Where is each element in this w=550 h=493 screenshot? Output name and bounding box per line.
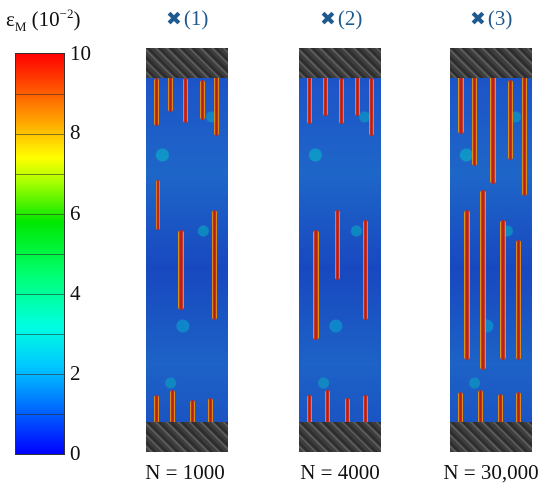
specimen-grip-bottom <box>299 422 381 452</box>
strain-band <box>325 390 330 432</box>
strain-field <box>299 60 381 440</box>
cycle-count-label-3: N = 30,000 <box>443 460 539 484</box>
strain-band <box>516 392 521 432</box>
strain-band <box>478 390 483 432</box>
strain-band <box>323 74 328 116</box>
strain-band <box>154 78 159 126</box>
colorbar-tick-label: 4 <box>70 281 81 305</box>
strain-band <box>178 230 184 310</box>
strain-band <box>480 190 486 370</box>
specimen-marker-label: (3) <box>487 6 513 30</box>
specimen-image-1 <box>146 48 228 452</box>
colorbar-gridline <box>16 94 64 95</box>
strain-band <box>458 392 463 432</box>
colorbar-gridline <box>16 134 64 135</box>
colorbar-gridline <box>16 374 64 375</box>
strain-band <box>458 74 464 134</box>
strain-field <box>450 60 532 440</box>
x-marker-icon: ✖ <box>470 8 486 30</box>
strain-band <box>363 220 368 320</box>
specimen-grip-top <box>299 48 381 78</box>
strain-band <box>355 76 360 116</box>
colorbar-title: εM (10−2) <box>6 6 80 35</box>
strain-band <box>190 400 195 432</box>
strain-band <box>168 74 173 112</box>
colorbar-gridline <box>16 174 64 175</box>
strain-band <box>516 240 521 360</box>
strain-band <box>464 210 470 360</box>
strain-field <box>146 60 228 440</box>
colorbar-tick-label: 8 <box>70 120 81 144</box>
strain-band <box>313 230 319 340</box>
colorbar-tick-label: 2 <box>70 361 81 385</box>
colorbar-title-subscript: M <box>14 19 27 35</box>
strain-band <box>498 394 503 432</box>
x-marker-icon: ✖ <box>166 8 182 30</box>
x-marker-icon: ✖ <box>320 8 336 30</box>
strain-band <box>214 76 219 136</box>
strain-band <box>339 78 344 124</box>
strain-band <box>522 76 527 196</box>
specimen-marker-2: ✖(2) <box>320 6 362 31</box>
strain-band <box>490 74 496 184</box>
specimen-grip-bottom <box>450 422 532 452</box>
colorbar-title-paren-close: ) <box>73 7 81 31</box>
colorbar-tick-label: 10 <box>70 41 91 65</box>
strain-band <box>363 395 368 433</box>
specimen-marker-label: (2) <box>337 6 363 30</box>
strain-band <box>472 76 477 166</box>
colorbar-tick-label: 0 <box>70 441 81 465</box>
colorbar-gridline <box>16 414 64 415</box>
colorbar-gridline <box>16 214 64 215</box>
colorbar-title-superscript: −2 <box>59 6 74 21</box>
strain-band <box>345 398 350 432</box>
strain-band <box>154 395 159 433</box>
colorbar-gridline <box>16 334 64 335</box>
strain-band <box>156 180 160 230</box>
colorbar-title-paren-open: (10 <box>26 7 60 31</box>
strain-band <box>500 220 506 360</box>
specimen-marker-3: ✖(3) <box>470 6 512 31</box>
strain-band <box>508 80 513 160</box>
strain-band <box>200 80 205 120</box>
specimen-grip-top <box>450 48 532 78</box>
colorbar <box>15 53 65 455</box>
specimen-grip-bottom <box>146 422 228 452</box>
specimen-grip-top <box>146 48 228 78</box>
specimen-marker-1: ✖(1) <box>166 6 208 31</box>
specimen-image-3 <box>450 48 532 452</box>
cycle-count-label-1: N = 1000 <box>145 460 225 484</box>
strain-band <box>208 398 213 434</box>
strain-band <box>335 210 340 280</box>
colorbar-tick-label: 6 <box>70 201 81 225</box>
colorbar-gridline <box>16 254 64 255</box>
strain-band <box>307 395 312 433</box>
colorbar-title-symbol: ε <box>6 7 15 31</box>
strain-band <box>183 78 188 123</box>
strain-band <box>307 74 312 124</box>
strain-band <box>170 390 175 432</box>
strain-band <box>212 210 217 320</box>
specimen-marker-label: (1) <box>183 6 209 30</box>
specimen-image-2 <box>299 48 381 452</box>
colorbar-gridline <box>16 294 64 295</box>
cycle-count-label-2: N = 4000 <box>300 460 380 484</box>
strain-band <box>369 78 374 136</box>
